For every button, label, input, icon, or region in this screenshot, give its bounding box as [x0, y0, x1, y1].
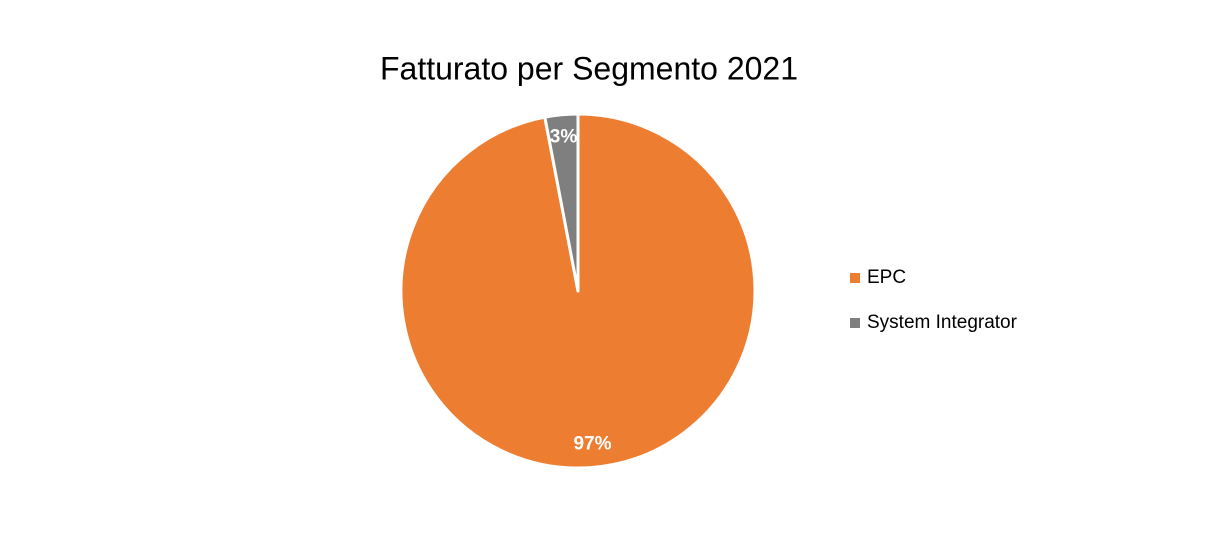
legend-label: EPC	[867, 267, 906, 288]
legend-swatch	[850, 273, 860, 283]
pie-slice	[543, 112, 580, 293]
legend-label: System Integrator	[867, 312, 1018, 333]
data-label: 3%	[550, 127, 578, 148]
data-label: 97%	[573, 433, 611, 454]
chart-title: Fatturato per Segmento 2021	[380, 50, 798, 86]
legend-swatch	[850, 318, 860, 328]
pie-slice	[399, 112, 757, 470]
